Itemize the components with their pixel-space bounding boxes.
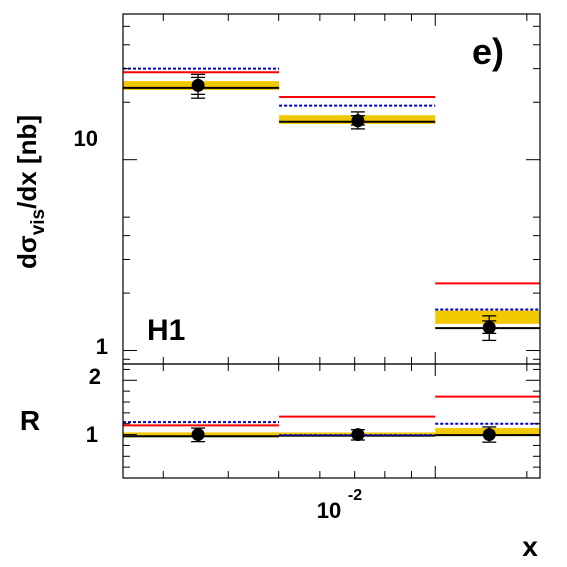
upper-panel: 10 1 e) H1 dσvis/dx [nb] [12, 13, 541, 365]
experiment-label: H1 [147, 314, 185, 347]
lower-panel: 2 1 R 10 -2 x [20, 363, 541, 562]
up-data-point-1 [351, 114, 365, 128]
ratio-tick-label-1: 1 [86, 422, 98, 447]
lo-ticks-group [123, 364, 540, 478]
xtick-label-exponent: -2 [348, 487, 362, 504]
up-lines-group [123, 67, 540, 330]
lo-data-point-0 [191, 428, 205, 442]
panel-label: e) [472, 31, 504, 72]
lo-points-group [191, 426, 497, 443]
x-axis-label: x [522, 531, 538, 562]
ratio-tick-label-2: 2 [89, 364, 101, 389]
lo-data-point-1 [351, 428, 365, 442]
up-data-point-2 [482, 321, 496, 335]
lo-data-point-2 [482, 428, 496, 442]
lower-frame [122, 363, 541, 479]
ratio-axis-label: R [20, 405, 40, 436]
ylabel-prefix: d [12, 253, 42, 269]
xtick-label-base: 10 [317, 498, 341, 523]
up-points-group [191, 73, 497, 342]
ylabel-sub: vis [28, 209, 49, 235]
up-data-point-0 [191, 78, 205, 92]
upper-y-axis-label: dσvis/dx [nb] [12, 115, 49, 269]
ylabel-suffix: /dx [nb] [12, 115, 42, 209]
ytick-label-1: 1 [96, 334, 108, 359]
ylabel-sigma: σ [12, 235, 42, 253]
ytick-label-10: 10 [74, 126, 98, 151]
up-ticks-group [123, 14, 540, 364]
up-band-bin-2 [435, 310, 540, 324]
up-band-group [123, 81, 540, 324]
